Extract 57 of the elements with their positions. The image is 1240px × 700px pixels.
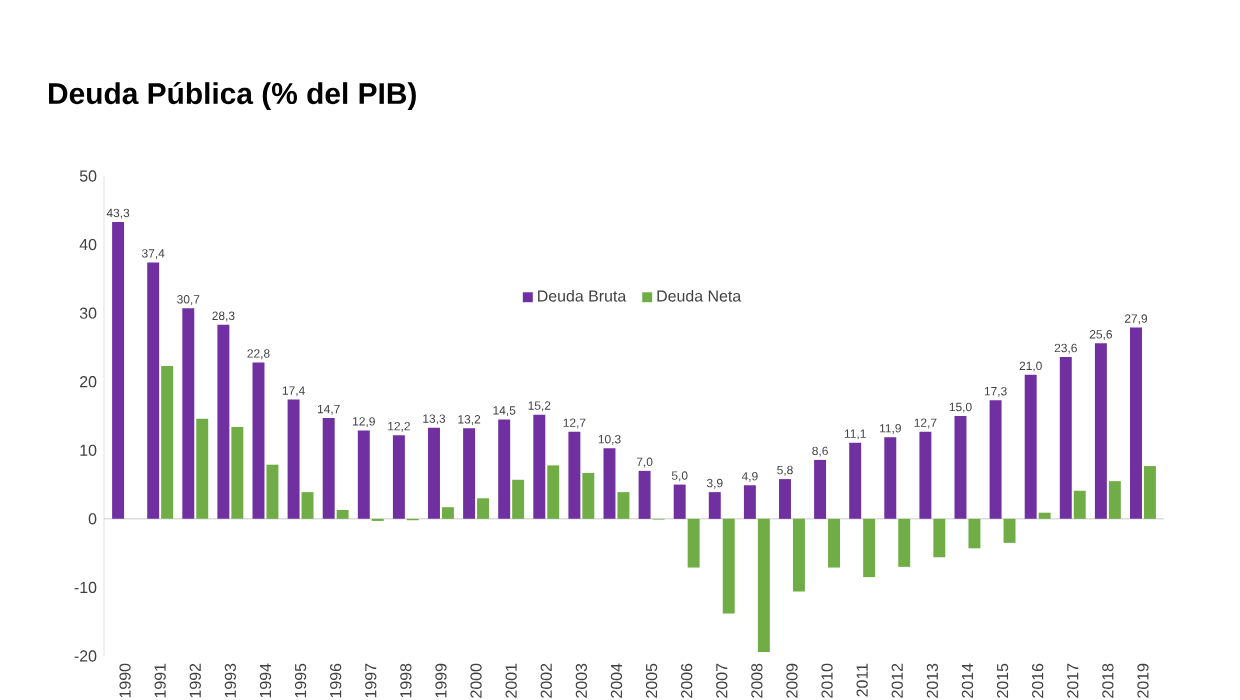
bar — [477, 498, 490, 519]
bar — [884, 437, 897, 519]
bar — [322, 418, 335, 519]
bar — [463, 428, 476, 519]
bar — [196, 418, 209, 519]
bar — [968, 518, 981, 549]
bar — [428, 427, 440, 519]
bar — [217, 324, 230, 519]
bar — [828, 518, 841, 568]
bar — [638, 470, 651, 519]
bar — [743, 485, 756, 519]
bar — [287, 399, 300, 519]
bar — [441, 507, 454, 519]
bar — [954, 416, 967, 519]
bar — [336, 509, 349, 519]
bar — [533, 414, 546, 519]
bar — [1073, 490, 1086, 519]
bar — [1038, 512, 1051, 519]
bar — [147, 262, 160, 519]
bar — [547, 465, 560, 519]
bar — [1024, 374, 1037, 519]
bar — [252, 362, 265, 519]
bar — [722, 518, 735, 614]
bar — [863, 518, 876, 578]
bar — [708, 492, 721, 519]
chart-title: Deuda Pública (% del PIB) — [49, 81, 416, 111]
bar — [512, 479, 525, 519]
bar — [182, 308, 195, 519]
bar — [989, 400, 1002, 519]
bar — [849, 442, 862, 519]
bar — [392, 435, 405, 519]
bar — [357, 430, 370, 519]
bar — [1108, 481, 1121, 519]
bar — [231, 426, 244, 519]
bar — [1130, 327, 1142, 519]
bar — [498, 419, 511, 519]
bar — [266, 464, 279, 519]
bar — [301, 492, 314, 519]
bar — [792, 518, 805, 592]
bar — [687, 518, 700, 568]
bar — [1059, 357, 1072, 519]
bar — [898, 518, 911, 567]
bar — [568, 431, 581, 519]
bar — [673, 484, 686, 519]
bar — [582, 472, 595, 519]
bar — [617, 492, 630, 519]
bar — [919, 431, 932, 519]
bar — [757, 518, 770, 652]
bar — [1094, 343, 1107, 519]
bar — [814, 459, 827, 519]
bar — [161, 365, 174, 519]
bar — [779, 479, 791, 519]
bar — [603, 448, 616, 519]
bar — [933, 518, 946, 558]
bar — [1003, 518, 1016, 543]
bar — [1143, 466, 1156, 519]
bar — [112, 221, 125, 519]
